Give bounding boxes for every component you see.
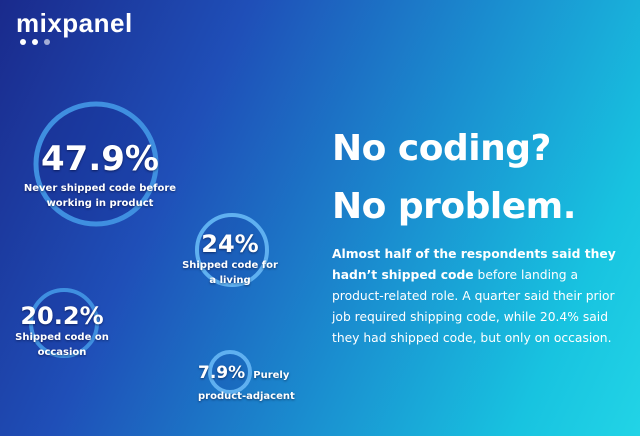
mixpanel-logo: mixpanel: [16, 8, 133, 45]
data-label-1: 24%: [201, 230, 259, 258]
logo-dots-icon: [20, 39, 133, 45]
description-rest: before landing a product-related role. A…: [332, 268, 615, 345]
bubble-3: [208, 350, 252, 394]
description-lead: Almost half of the respondents said they…: [332, 247, 616, 282]
stat-never-shipped: 47.9% Never shipped code before working …: [20, 142, 180, 211]
category-label-1: Shipped code for a living: [182, 260, 278, 286]
bubble-ring-2: [29, 288, 99, 358]
stat-shipped-for-living: 24% Shipped code for a living: [180, 232, 280, 288]
headline-line-2: No problem.: [332, 186, 576, 227]
headline-line-1: No coding?: [332, 128, 551, 169]
bubble-ring-0: [33, 101, 159, 227]
category-label-3: Purely product-adjacent: [198, 370, 295, 402]
data-label-2: 20.2%: [20, 302, 104, 330]
bubble-ring-1: [195, 213, 269, 287]
stat-purely-product-adjacent: 7.9% Purely product-adjacent: [198, 363, 328, 405]
stat-shipped-on-occasion: 20.2% Shipped code on occasion: [12, 304, 112, 360]
data-label-0: 47.9%: [41, 139, 159, 179]
data-label-3: 7.9%: [198, 363, 246, 383]
bubble-0: [33, 101, 159, 227]
bubble-1: [195, 213, 269, 287]
category-label-0: Never shipped code before working in pro…: [23, 183, 177, 209]
description-paragraph: Almost half of the respondents said they…: [332, 244, 632, 349]
category-label-2: Shipped code on occasion: [15, 332, 109, 358]
logo-wordmark: mixpanel: [16, 8, 133, 38]
bubble-chart: [29, 101, 269, 394]
headline: No coding? No problem.: [332, 120, 576, 236]
bubble-ring-3: [208, 350, 252, 394]
bubble-2: [29, 288, 99, 358]
